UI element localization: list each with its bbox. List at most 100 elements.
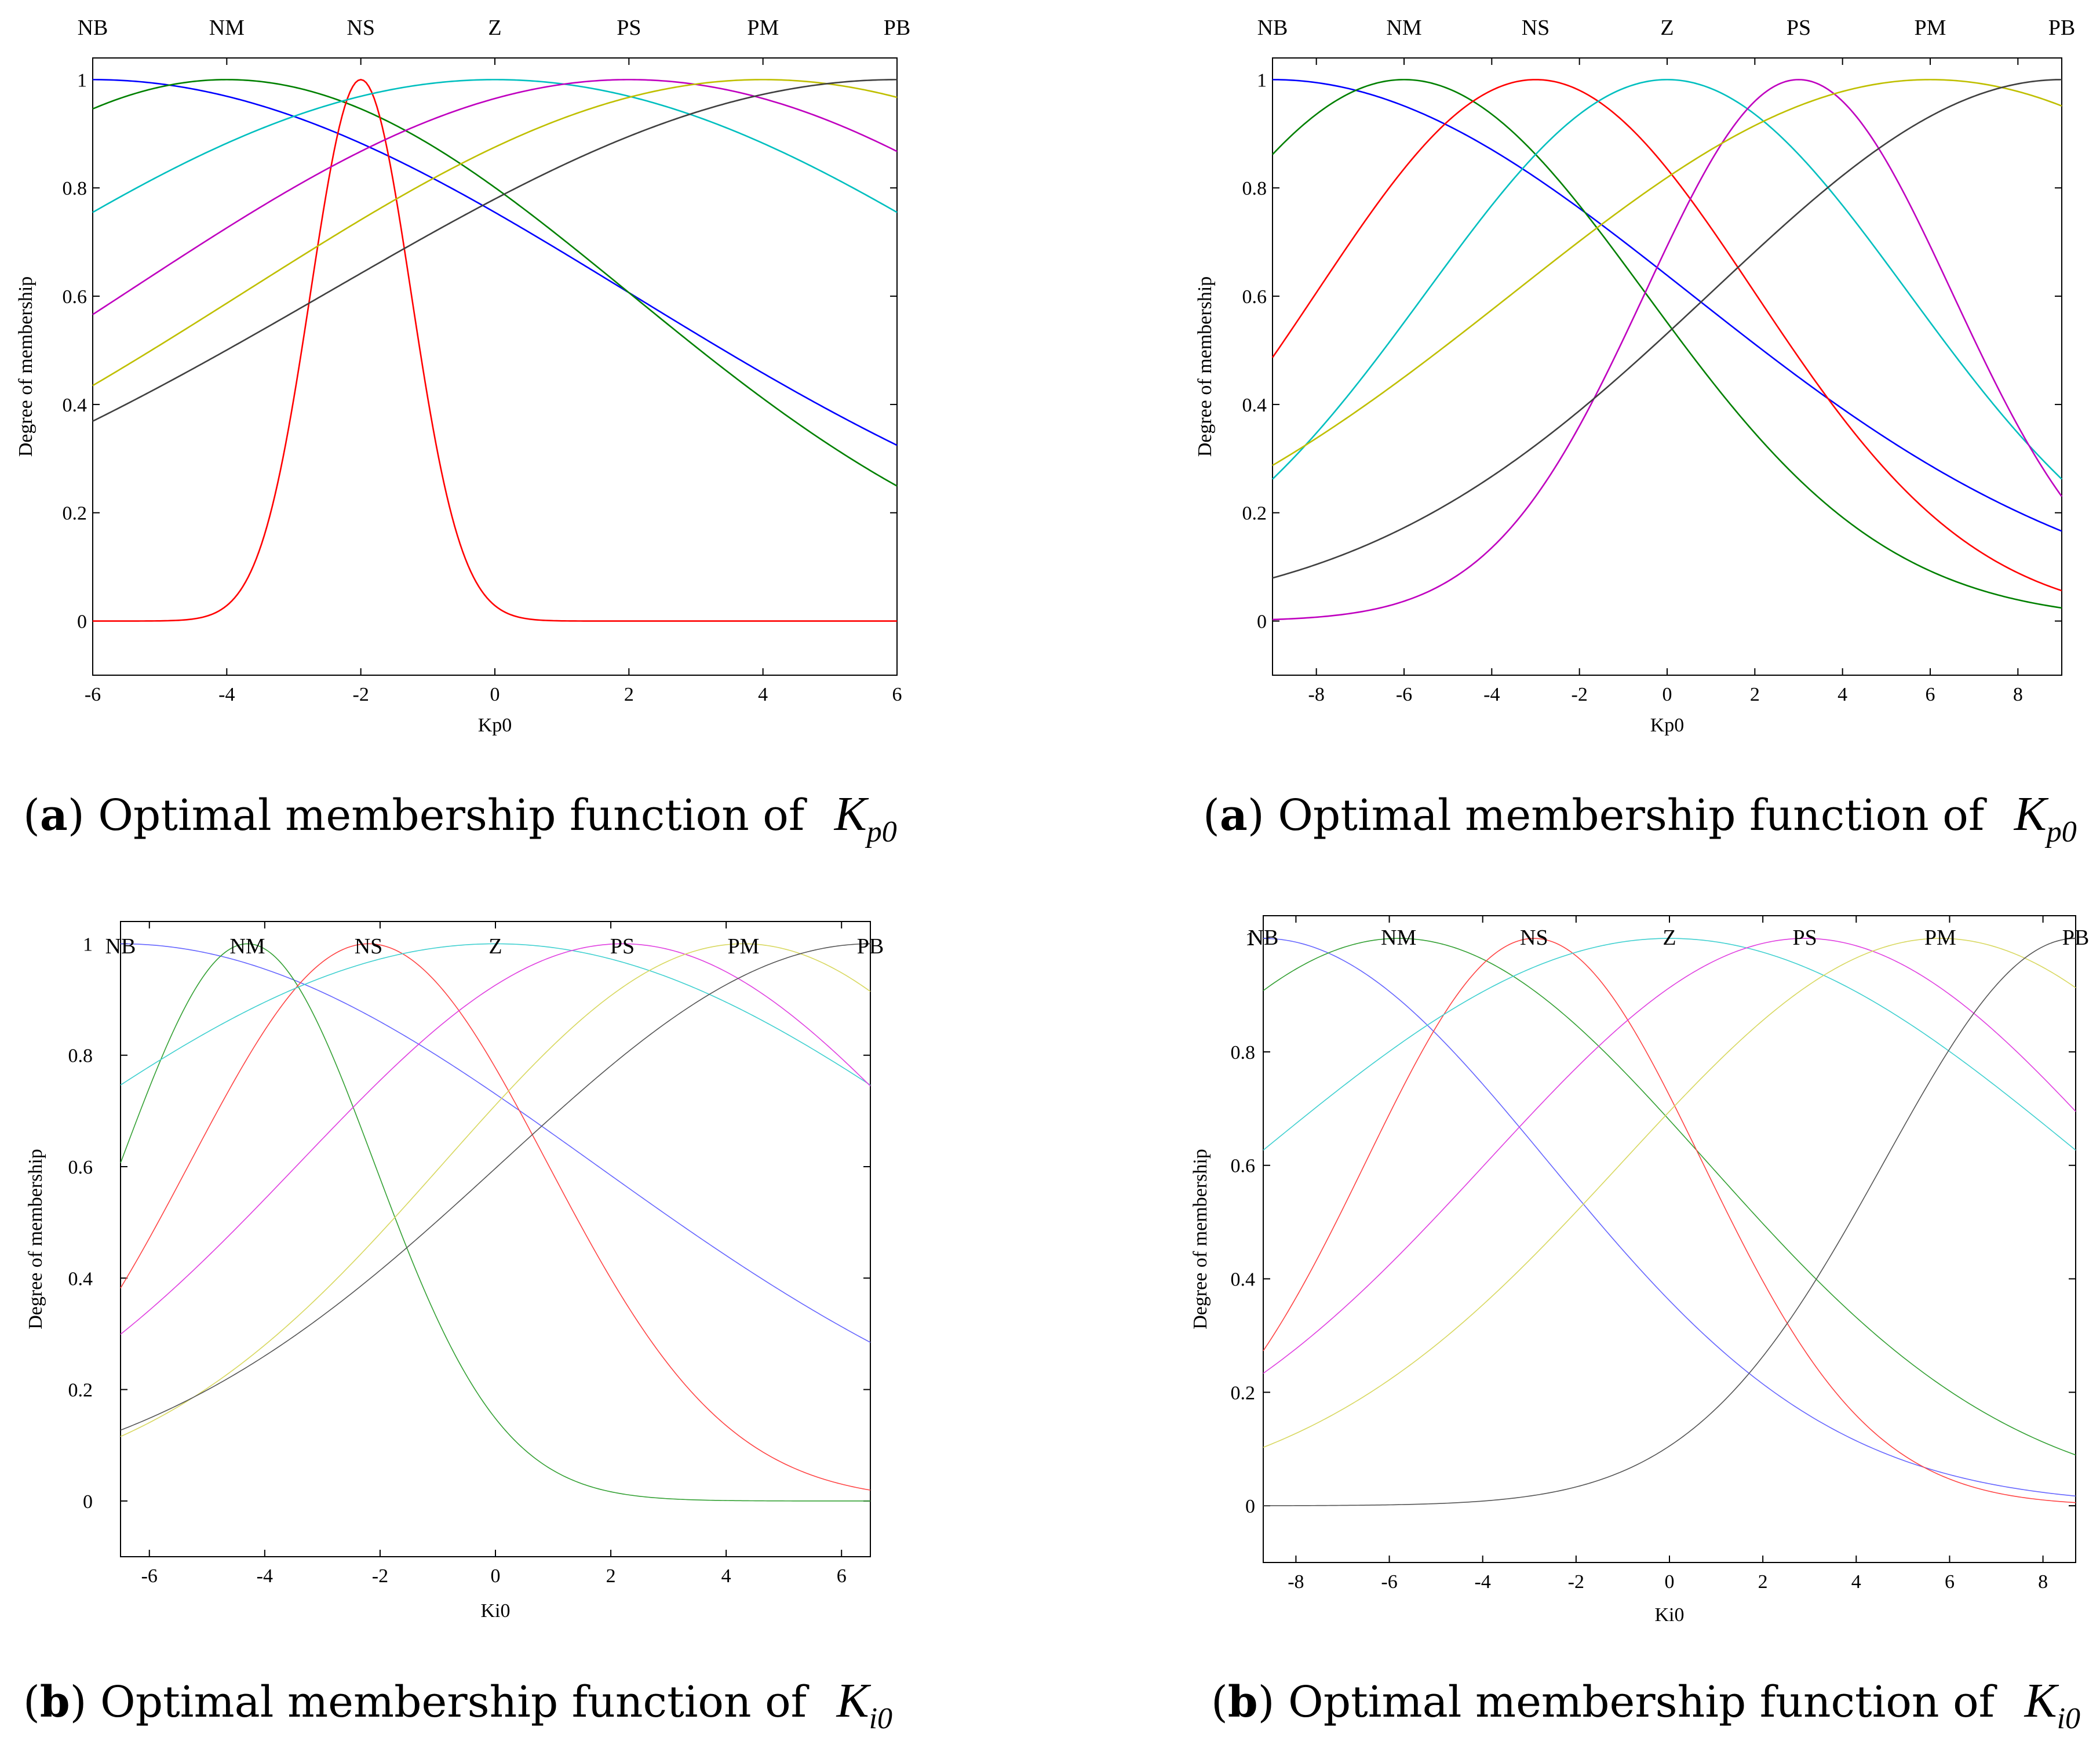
- mf-curve-pm: [120, 943, 871, 1437]
- mf-curve-ns: [93, 79, 897, 622]
- mf-label-pm: PM: [1915, 16, 1946, 40]
- x-tick-label: 6: [1945, 1571, 1955, 1593]
- x-tick-label: -6: [85, 684, 101, 705]
- mf-label-ns: NS: [355, 934, 383, 959]
- x-tick-label: -4: [1483, 684, 1500, 705]
- x-tick-label: 4: [758, 684, 768, 705]
- y-tick-label: 0.4: [68, 1268, 93, 1290]
- caption-a-left: (a) Optimal membership function of Kp0: [23, 787, 897, 848]
- mf-curve-nm: [1263, 938, 2076, 1456]
- mf-label-z: Z: [488, 934, 502, 959]
- mf-label-nm: NM: [1381, 926, 1416, 950]
- y-tick-label: 0.4: [1231, 1269, 1256, 1291]
- plot-frame: [1263, 915, 2076, 1563]
- x-tick-label: -2: [1568, 1571, 1584, 1593]
- mf-label-pb: PB: [884, 16, 910, 40]
- x-tick-label: 2: [1750, 684, 1760, 705]
- mf-curve-z: [120, 943, 871, 1086]
- mf-curve-nb: [120, 943, 871, 1343]
- x-tick-label: 6: [892, 684, 902, 705]
- y-axis-label: Degree of membership: [15, 276, 37, 457]
- mf-label-pm: PM: [728, 934, 760, 959]
- x-tick-label: 4: [1837, 684, 1847, 705]
- y-tick-label: 1: [1245, 928, 1255, 950]
- mf-label-ns: NS: [1520, 926, 1548, 950]
- mf-label-pm: PM: [1924, 926, 1956, 950]
- x-tick-label: 6: [837, 1565, 847, 1587]
- chart-panel-top-right: -8 -6 -4 -2 0 2 4 6 8 0 0.2 0.4 0.6 0.8 1 Kp0 Degree of …: [1194, 16, 2075, 736]
- caption-a-right: (a) Optimal membership function of Kp0: [1203, 787, 2077, 848]
- mf-label-z: Z: [488, 16, 501, 40]
- mf-curve-pm: [1272, 79, 2062, 467]
- mf-curve-ps: [92, 79, 898, 315]
- mf-label-nm: NM: [209, 16, 245, 40]
- mf-curve-z: [1272, 79, 2062, 480]
- x-tick-label: 0: [1662, 684, 1672, 705]
- x-tick-label: -2: [353, 684, 369, 705]
- x-tick-label: 2: [606, 1565, 616, 1587]
- y-axis-label: Degree of membership: [25, 1149, 46, 1330]
- mf-label-nb: NB: [105, 934, 136, 959]
- y-tick-label: 0.8: [63, 178, 88, 199]
- mf-label-nb: NB: [78, 16, 108, 40]
- mf-curve-pm: [1263, 938, 2076, 1448]
- chart-panel-bottom-left: -6 -4 -2 0 2 4 6 0 0.2 0.4 0.6 0.8 1 Ki0 Degree of mem…: [25, 921, 884, 1622]
- x-tick-label: 0: [491, 1565, 501, 1587]
- mf-label-nm: NM: [1386, 16, 1421, 40]
- y-tick-label: 1: [1257, 70, 1267, 91]
- mf-curve-nb: [1272, 79, 2062, 532]
- mf-curve-ps: [1272, 79, 2063, 621]
- plot-frame: [1272, 57, 2062, 676]
- x-axis-label: Kp0: [1650, 715, 1685, 736]
- x-tick-label: 4: [721, 1565, 731, 1587]
- x-tick-label: 8: [2038, 1571, 2048, 1593]
- y-tick-label: 0.2: [1231, 1382, 1256, 1404]
- x-axis-label: Ki0: [1655, 1604, 1685, 1626]
- mf-curve-ns: [1271, 79, 2062, 592]
- y-tick-label: 0.2: [68, 1380, 93, 1401]
- x-tick-label: 2: [624, 684, 634, 705]
- x-tick-label: -6: [1396, 684, 1412, 705]
- y-tick-label: 0.2: [1242, 503, 1267, 525]
- mf-label-ns: NS: [347, 16, 375, 40]
- mf-label-nb: NB: [1257, 16, 1288, 40]
- y-tick-label: 1: [83, 934, 93, 955]
- x-tick-label: -8: [1288, 1571, 1304, 1593]
- y-tick-label: 0.6: [1231, 1156, 1256, 1177]
- y-tick-label: 0.8: [1231, 1042, 1256, 1063]
- x-axis-label: Ki0: [481, 1600, 511, 1622]
- caption-b-left: (b) Optimal membership function of Ki0: [23, 1674, 892, 1735]
- mf-label-z: Z: [1662, 926, 1676, 950]
- x-tick-label: -4: [218, 684, 235, 705]
- y-tick-label: 0.4: [1242, 395, 1267, 416]
- x-tick-label: 4: [1851, 1571, 1861, 1593]
- x-tick-label: -4: [1475, 1571, 1491, 1593]
- mf-label-nm: NM: [229, 934, 265, 959]
- mf-curve-ps: [120, 943, 871, 1335]
- x-tick-label: -4: [257, 1565, 273, 1587]
- mf-curve-nm: [120, 943, 870, 1502]
- x-tick-label: -8: [1308, 684, 1325, 705]
- mf-curve-pb: [1272, 79, 2062, 579]
- mf-label-z: Z: [1660, 16, 1674, 40]
- mf-curve-pb: [92, 79, 898, 422]
- x-tick-label: 8: [2013, 684, 2023, 705]
- y-tick-label: 0: [1257, 611, 1267, 633]
- mf-label-pb: PB: [2062, 926, 2089, 950]
- mf-label-nb: NB: [1248, 926, 1279, 950]
- y-tick-label: 0: [77, 611, 87, 633]
- mf-label-ps: PS: [610, 934, 635, 959]
- x-tick-label: 6: [1926, 684, 1935, 705]
- x-tick-label: -2: [1572, 684, 1588, 705]
- chart-panel-top-left: -6 -4 -2 0 2 4 6 0 0.2 0.4 0.6 0.8 1 Kp0 Degree of mem…: [15, 16, 910, 736]
- mf-curve-nm: [92, 79, 898, 487]
- mf-curve-nm: [1272, 79, 2062, 609]
- plot-frame: [92, 57, 898, 676]
- plot-frame: [120, 921, 871, 1557]
- mf-label-ps: PS: [1793, 926, 1817, 950]
- y-axis-label: Degree of membership: [1194, 276, 1216, 457]
- mf-label-pb: PB: [857, 934, 884, 959]
- mf-curve-ps: [1263, 938, 2076, 1374]
- mf-curve-pb: [1263, 938, 2076, 1506]
